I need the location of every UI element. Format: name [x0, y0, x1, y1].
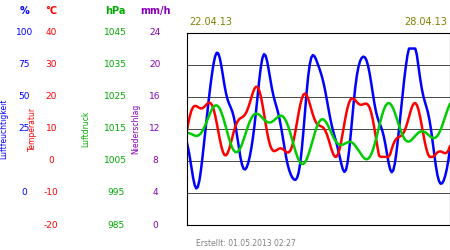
Text: 1035: 1035: [104, 60, 127, 69]
Text: Luftdruck: Luftdruck: [81, 110, 90, 147]
Text: 8: 8: [152, 156, 158, 165]
Text: 24: 24: [149, 28, 161, 37]
Text: 50: 50: [18, 92, 30, 101]
Text: 12: 12: [149, 124, 161, 133]
Text: 25: 25: [18, 124, 30, 133]
Text: 1005: 1005: [104, 156, 127, 165]
Text: 40: 40: [45, 28, 57, 37]
Text: Temperatur: Temperatur: [28, 107, 37, 151]
Text: Luftfeuchtigkeit: Luftfeuchtigkeit: [0, 98, 8, 159]
Text: 10: 10: [45, 124, 57, 133]
Text: mm/h: mm/h: [140, 6, 170, 16]
Text: 1045: 1045: [104, 28, 127, 37]
Text: 0: 0: [152, 220, 158, 230]
Text: 28.04.13: 28.04.13: [405, 17, 447, 27]
Text: 1015: 1015: [104, 124, 127, 133]
Text: -20: -20: [44, 220, 58, 230]
Text: 20: 20: [149, 60, 161, 69]
Text: 0: 0: [22, 188, 27, 198]
Text: 100: 100: [16, 28, 33, 37]
Text: hPa: hPa: [106, 6, 126, 16]
Text: 16: 16: [149, 92, 161, 101]
Text: Niederschlag: Niederschlag: [131, 104, 140, 154]
Text: 30: 30: [45, 60, 57, 69]
Text: 995: 995: [107, 188, 124, 198]
Text: 4: 4: [152, 188, 158, 198]
Text: 0: 0: [49, 156, 54, 165]
Text: Erstellt: 01.05.2013 02:27: Erstellt: 01.05.2013 02:27: [196, 238, 296, 248]
Text: %: %: [19, 6, 29, 16]
Text: -10: -10: [44, 188, 59, 198]
Text: 1025: 1025: [104, 92, 127, 101]
Text: 22.04.13: 22.04.13: [189, 17, 232, 27]
Text: °C: °C: [45, 6, 58, 16]
Text: 75: 75: [18, 60, 30, 69]
Text: 20: 20: [45, 92, 57, 101]
Text: 985: 985: [107, 220, 124, 230]
